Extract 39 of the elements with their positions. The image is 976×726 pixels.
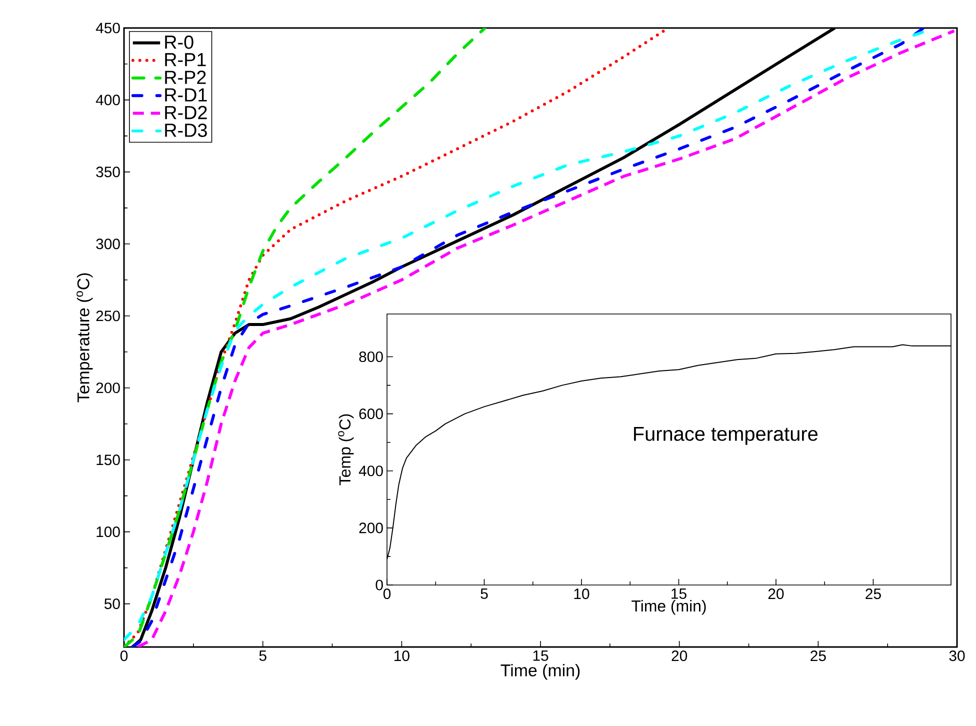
legend-label: R-P2 xyxy=(165,70,206,84)
x-tick-label: 20 xyxy=(672,650,688,662)
legend-label: R-D1 xyxy=(165,88,207,102)
y-tick-label: 150 xyxy=(96,454,120,466)
y-tick-label: 400 xyxy=(358,466,383,476)
legend-label: R-D2 xyxy=(165,106,207,120)
y-tick-label: 250 xyxy=(96,310,120,322)
y-tick-label: 800 xyxy=(359,351,383,362)
x-tick-label: 5 xyxy=(480,588,488,599)
x-tick-label: 10 xyxy=(394,650,410,662)
y-tick-label: 300 xyxy=(96,238,120,250)
annotation: Furnace temperature xyxy=(634,427,818,445)
legend-label: R-P1 xyxy=(165,53,206,66)
x-tick-label: 0 xyxy=(120,650,128,662)
y-tick-label: 450 xyxy=(96,22,120,34)
legend-label: R-D3 xyxy=(165,124,207,137)
x-tick-label: 10 xyxy=(574,588,590,600)
x-tick-label: 0 xyxy=(383,588,391,600)
line-series xyxy=(124,28,486,647)
x-tick-label: 20 xyxy=(768,588,784,600)
y-tick-label: 0 xyxy=(376,580,383,590)
y-tick-label: 100 xyxy=(96,526,120,538)
legend-label: R-0 xyxy=(165,35,194,49)
y-tick-label: 200 xyxy=(359,522,383,534)
x-tick-label: 15 xyxy=(672,588,686,599)
y-axis-title: Temperature ($^{o}$C) xyxy=(76,273,93,402)
y-tick-label: 50 xyxy=(104,598,120,610)
y-tick-label: 600 xyxy=(359,408,383,420)
x-tick-label: 15 xyxy=(533,650,548,661)
y-tick-label: 350 xyxy=(96,166,120,178)
x-tick-label: 30 xyxy=(949,650,965,662)
x-axis-title: Time (min) xyxy=(500,664,580,680)
x-tick-label: 25 xyxy=(866,588,881,600)
y-tick-label: 400 xyxy=(96,94,120,106)
x-tick-label: 5 xyxy=(259,650,266,661)
y-tick-label: 200 xyxy=(96,382,120,394)
x-tick-label: 25 xyxy=(810,650,826,662)
x-axis-title: Time (min) xyxy=(632,600,706,615)
y-axis-title: Temp ($^{o}$C) xyxy=(338,414,354,486)
